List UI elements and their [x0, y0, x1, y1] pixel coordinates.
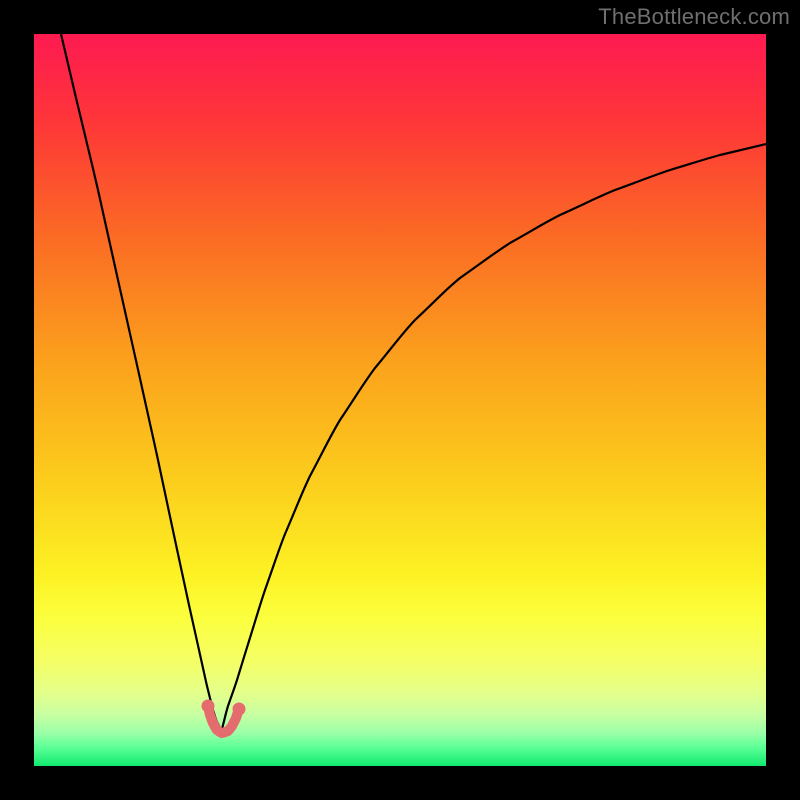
watermark-text: TheBottleneck.com [598, 4, 790, 30]
optimal-range-marker [202, 700, 215, 713]
optimal-range-marker [233, 703, 246, 716]
bottleneck-chart [0, 0, 800, 800]
chart-container: TheBottleneck.com [0, 0, 800, 800]
